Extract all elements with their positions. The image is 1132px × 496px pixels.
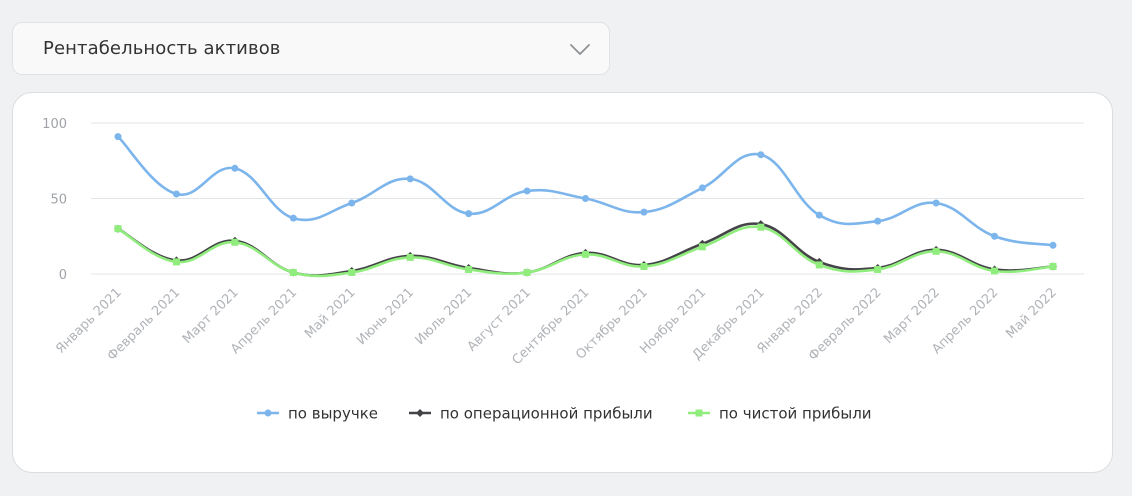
legend-marker — [416, 409, 424, 417]
data-point — [698, 243, 706, 251]
data-point — [289, 214, 297, 222]
data-point — [406, 175, 414, 183]
data-point — [348, 199, 356, 207]
chevron-down-icon[interactable] — [569, 40, 591, 58]
data-point — [406, 253, 414, 261]
data-point — [757, 151, 765, 159]
series-line — [116, 135, 1055, 247]
y-tick-label: 50 — [50, 193, 67, 208]
y-tick-label: 100 — [42, 117, 67, 132]
x-tick-label: Март 2022 — [881, 285, 943, 347]
data-point — [172, 258, 180, 266]
data-point — [874, 265, 882, 273]
x-tick-label: Июль 2021 — [413, 285, 476, 348]
data-point — [698, 184, 706, 192]
data-point — [231, 238, 239, 246]
data-point — [815, 211, 823, 219]
data-point — [932, 199, 940, 207]
legend-label[interactable]: по выручке — [288, 405, 378, 423]
data-point — [815, 261, 823, 269]
data-point — [582, 195, 589, 202]
data-point — [640, 262, 648, 270]
data-point — [582, 250, 589, 258]
data-point — [874, 217, 882, 225]
x-tick-label: Май 2022 — [1003, 285, 1059, 341]
data-point — [172, 190, 180, 198]
legend-marker — [695, 409, 703, 417]
legend-label[interactable]: по операционной прибыли — [440, 405, 653, 423]
data-point — [523, 187, 531, 195]
data-point — [348, 268, 356, 276]
data-point — [757, 223, 765, 231]
data-point — [1049, 241, 1057, 249]
data-point — [465, 265, 473, 273]
data-point — [231, 164, 239, 172]
data-point — [991, 267, 999, 275]
data-point — [1049, 262, 1057, 270]
data-point — [991, 232, 999, 240]
data-point — [114, 225, 122, 233]
metric-select-label: Рентабельность активов — [43, 38, 281, 59]
x-tick-label: Март 2021 — [180, 285, 242, 347]
data-point — [640, 208, 648, 216]
legend-label[interactable]: по чистой прибыли — [719, 405, 872, 423]
data-point — [523, 268, 531, 276]
chart-card: 0 50 100 Январь 2021 Февраль 2021 Март 2021 Ап… — [12, 92, 1113, 473]
y-tick-label: 0 — [59, 268, 67, 283]
metric-select[interactable]: Рентабельность активов — [12, 22, 610, 75]
data-point — [465, 210, 473, 218]
x-tick-label: Июнь 2021 — [354, 285, 417, 348]
data-point — [932, 247, 940, 255]
x-tick-label: Май 2021 — [302, 285, 358, 341]
legend-marker — [264, 409, 272, 417]
data-point — [289, 268, 297, 276]
data-point — [114, 133, 122, 141]
